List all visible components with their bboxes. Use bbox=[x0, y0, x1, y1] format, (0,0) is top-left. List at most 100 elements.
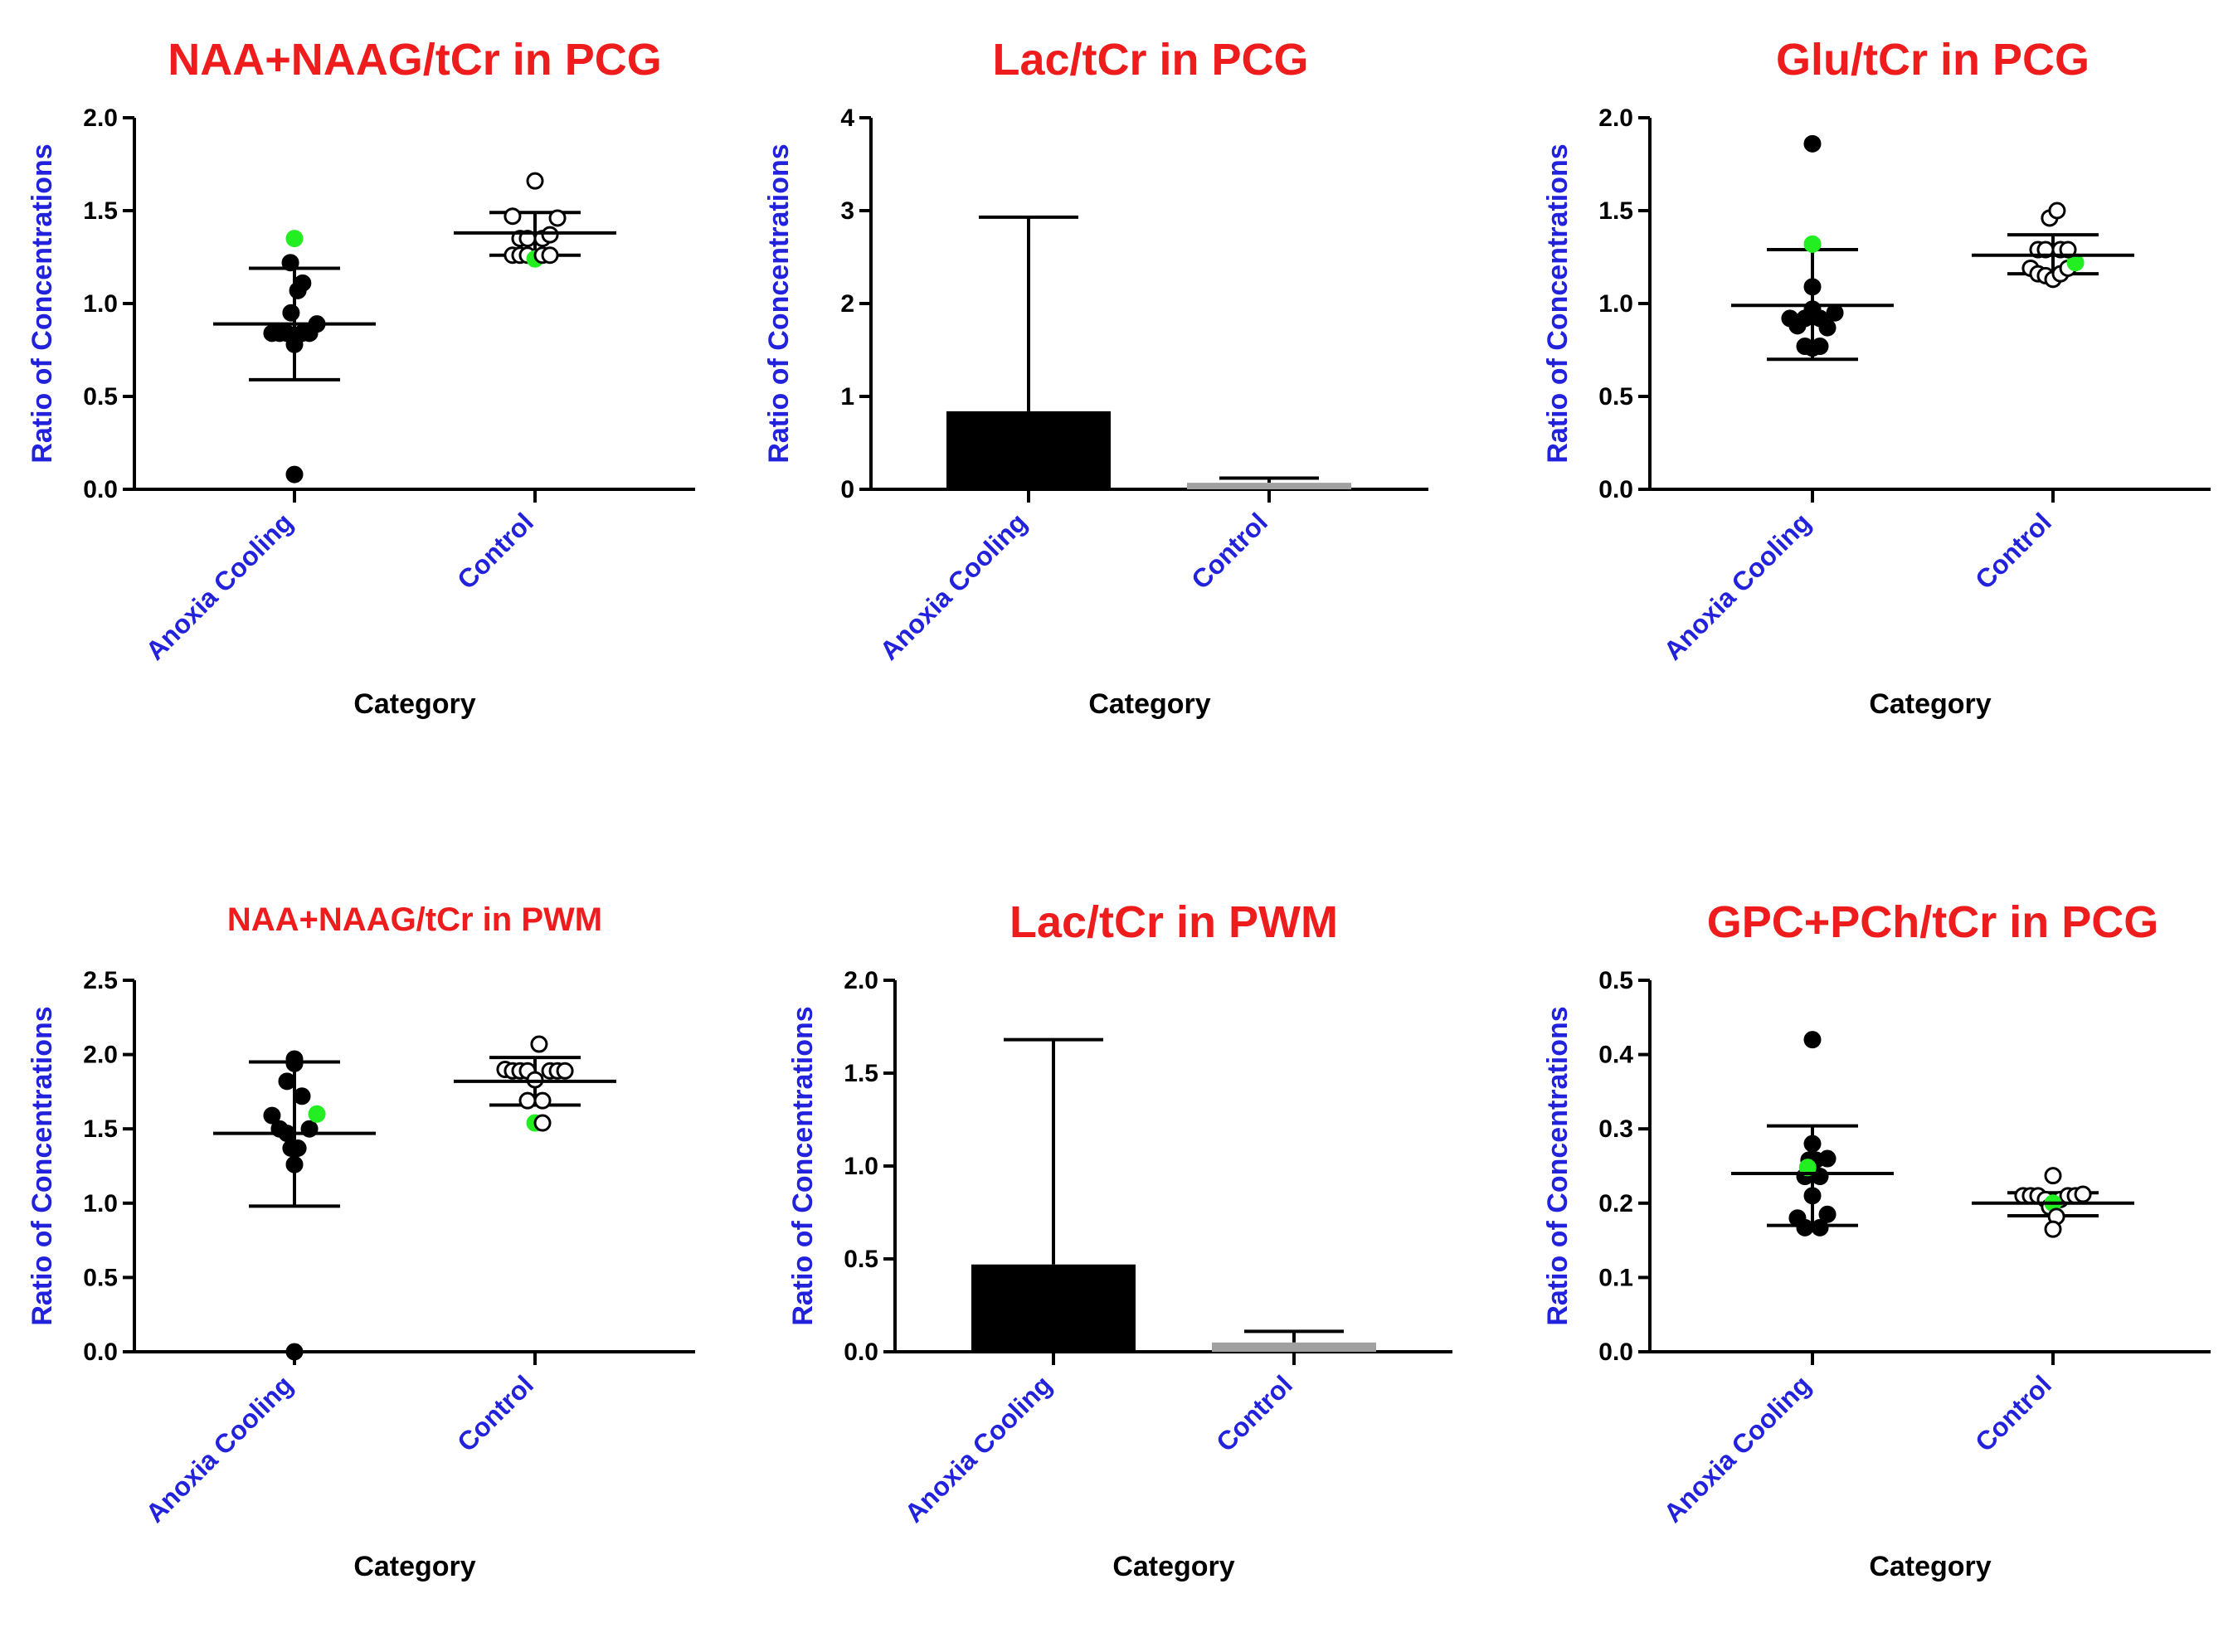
x-axis-label: Category bbox=[1088, 688, 1210, 720]
data-point bbox=[541, 246, 559, 265]
y-axis-label: Ratio of Concentrations bbox=[27, 1006, 58, 1325]
y-tick-label: 1.5 bbox=[844, 1060, 878, 1087]
data-point bbox=[2044, 1167, 2062, 1185]
data-point bbox=[282, 304, 300, 322]
y-tick-label: 0.4 bbox=[1598, 1042, 1633, 1069]
data-point bbox=[285, 1050, 304, 1068]
x-axis-label: Category bbox=[353, 688, 475, 720]
y-tick-label: 4 bbox=[840, 104, 854, 132]
y-tick-label: 0.5 bbox=[844, 1246, 878, 1273]
chart-title: NAA+NAAG/tCr in PWM bbox=[227, 901, 602, 938]
x-axis-label: Category bbox=[1112, 1551, 1234, 1582]
y-axis-label: Ratio of Concentrations bbox=[1542, 1006, 1574, 1325]
data-point bbox=[285, 465, 304, 483]
data-point bbox=[2048, 202, 2066, 220]
y-tick-label: 0.5 bbox=[83, 1264, 118, 1291]
y-axis-label: Ratio of Concentrations bbox=[27, 143, 58, 463]
y-tick-label: 2.0 bbox=[83, 104, 118, 132]
y-tick-label: 2 bbox=[840, 290, 854, 318]
y-tick-label: 3 bbox=[840, 197, 854, 225]
data-point bbox=[278, 1072, 296, 1091]
x-axis-label: Category bbox=[1869, 688, 1991, 720]
y-tick-label: 0.0 bbox=[1598, 1339, 1633, 1366]
y-tick-label: 1 bbox=[840, 383, 854, 411]
y-tick-label: 0 bbox=[840, 476, 854, 503]
data-point bbox=[293, 1087, 311, 1105]
y-tick-label: 1.5 bbox=[83, 1115, 118, 1143]
y-axis-label: Ratio of Concentrations bbox=[763, 143, 795, 463]
data-point bbox=[1803, 278, 1822, 296]
category-label: Control bbox=[451, 507, 539, 595]
data-point bbox=[289, 1139, 307, 1157]
data-point bbox=[1811, 1218, 1829, 1237]
chart-title: Lac/tCr in PCG bbox=[992, 35, 1308, 85]
data-point bbox=[1803, 134, 1822, 153]
y-axis-label: Ratio of Concentrations bbox=[1542, 143, 1574, 463]
y-tick-label: 1.0 bbox=[1598, 290, 1633, 318]
bar-control bbox=[1212, 1342, 1376, 1352]
y-tick-label: 2.0 bbox=[844, 967, 878, 994]
data-point bbox=[1818, 1205, 1837, 1223]
y-tick-label: 0.5 bbox=[1598, 383, 1633, 411]
category-label: Control bbox=[1210, 1369, 1298, 1457]
data-point bbox=[548, 209, 567, 227]
y-tick-label: 1.0 bbox=[844, 1153, 878, 1180]
y-tick-label: 0.0 bbox=[83, 1339, 118, 1366]
data-point bbox=[1818, 1149, 1837, 1168]
chart-title: Lac/tCr in PWM bbox=[1009, 897, 1338, 947]
y-tick-label: 0.1 bbox=[1598, 1264, 1633, 1291]
category-label: Control bbox=[1969, 1369, 2057, 1457]
chart-panel-3: Glu/tCr in PCG 0.0 0.5 1.0 1.5 2.0 Ratio of Co… bbox=[1542, 35, 2211, 720]
data-point bbox=[2044, 1220, 2062, 1238]
chart-title: NAA+NAAG/tCr in PCG bbox=[168, 35, 662, 85]
data-point bbox=[2059, 241, 2077, 259]
y-tick-label: 0.0 bbox=[83, 476, 118, 503]
data-point bbox=[2074, 1185, 2092, 1203]
data-point bbox=[541, 226, 559, 244]
data-point bbox=[1803, 1135, 1822, 1153]
chart-panel-4: NAA+NAAG/tCr in PWM 0.0 0.5 1.0 1.5 2.0 2.5 Rat… bbox=[27, 901, 695, 1582]
category-label: Anoxia Cooling bbox=[874, 507, 1033, 665]
bar-anoxia-cooling bbox=[946, 411, 1111, 489]
y-tick-label: 2.0 bbox=[1598, 104, 1633, 132]
y-tick-label: 0.5 bbox=[83, 383, 118, 411]
data-point bbox=[1811, 338, 1829, 356]
category-label: Control bbox=[451, 1369, 539, 1457]
y-tick-label: 0.3 bbox=[1598, 1115, 1633, 1143]
y-tick-label: 1.0 bbox=[83, 1190, 118, 1217]
bar-anoxia-cooling bbox=[971, 1264, 1136, 1352]
y-tick-label: 1.5 bbox=[83, 197, 118, 225]
data-point bbox=[294, 274, 312, 292]
data-point bbox=[526, 172, 544, 190]
data-point bbox=[533, 1091, 552, 1110]
data-point bbox=[285, 230, 304, 248]
chart-title: GPC+PCh/tCr in PCG bbox=[1707, 897, 2159, 947]
chart-panel-6: GPC+PCh/tCr in PCG 0.0 0.1 0.2 0.3 0.4 0.5 Rati… bbox=[1542, 897, 2211, 1582]
chart-panel-2: Lac/tCr in PCG 0 1 2 3 4 Ratio of Concentratio… bbox=[763, 35, 1428, 720]
category-label: Anoxia Cooling bbox=[1658, 507, 1817, 665]
category-label: Anoxia Cooling bbox=[140, 507, 299, 665]
data-point bbox=[1803, 1031, 1822, 1049]
data-point bbox=[285, 1343, 304, 1361]
bar-control bbox=[1187, 483, 1351, 489]
chart-panel-5: Lac/tCr in PWM 0.0 0.5 1.0 1.5 2.0 Ratio of Co… bbox=[787, 897, 1452, 1582]
category-label: Anoxia Cooling bbox=[1658, 1369, 1817, 1528]
y-tick-label: 0.0 bbox=[1598, 476, 1633, 503]
category-label: Control bbox=[1185, 507, 1273, 595]
data-point bbox=[556, 1062, 574, 1080]
data-point bbox=[533, 1114, 552, 1132]
data-point bbox=[1803, 235, 1822, 253]
category-label: Control bbox=[1969, 507, 2057, 595]
data-point bbox=[530, 1035, 548, 1053]
y-tick-label: 2.5 bbox=[83, 967, 118, 994]
y-tick-label: 0.0 bbox=[844, 1339, 878, 1366]
data-point bbox=[518, 1091, 537, 1110]
y-axis-label: Ratio of Concentrations bbox=[787, 1006, 819, 1325]
data-point bbox=[308, 1105, 326, 1123]
category-label: Anoxia Cooling bbox=[899, 1369, 1058, 1528]
y-tick-label: 1.0 bbox=[83, 290, 118, 318]
data-point bbox=[1796, 1218, 1814, 1237]
x-axis-label: Category bbox=[1869, 1551, 1991, 1582]
chart-panel-1: NAA+NAAG/tCr in PCG 0.0 0.5 1.0 1.5 2.0 Ratio … bbox=[27, 35, 695, 720]
